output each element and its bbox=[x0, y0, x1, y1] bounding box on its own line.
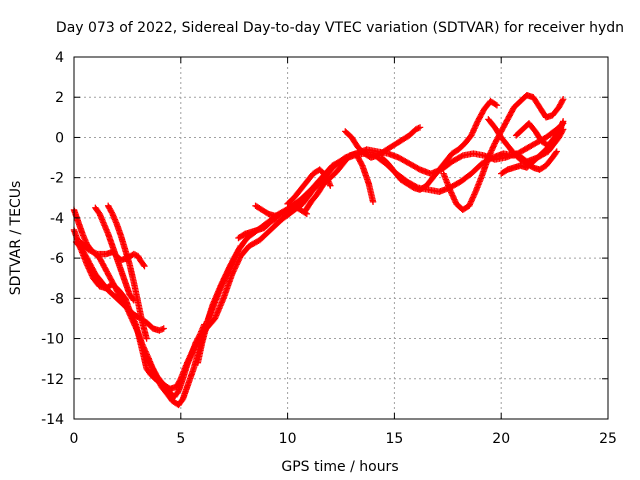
data-point bbox=[87, 247, 94, 254]
series-arc-3 bbox=[72, 238, 167, 334]
data-point bbox=[493, 102, 501, 109]
y-tick-label: -6 bbox=[50, 251, 64, 267]
data-point bbox=[130, 250, 138, 258]
data-point bbox=[231, 265, 238, 272]
axis-ticks: 0 5 10 15 20 25 -14 -12 -10 -8 -6 -4 -2 0 2 4 bbox=[41, 50, 617, 447]
y-tick-label: -8 bbox=[50, 291, 64, 307]
y-tick-label: 2 bbox=[55, 90, 64, 106]
series-arc-12 bbox=[301, 150, 377, 216]
data-point bbox=[132, 251, 139, 258]
data-point bbox=[415, 124, 422, 132]
data-point bbox=[458, 153, 465, 160]
data-point bbox=[88, 248, 95, 255]
series-arc-8 bbox=[194, 242, 244, 366]
data-point bbox=[369, 198, 377, 205]
series-arc-11 bbox=[284, 166, 334, 208]
data-point bbox=[327, 182, 334, 189]
grid bbox=[74, 57, 608, 419]
data-point bbox=[237, 242, 244, 250]
x-tick-label: 0 bbox=[70, 431, 79, 447]
data-point bbox=[559, 97, 566, 104]
data-point bbox=[91, 249, 98, 256]
series-arc-6 bbox=[104, 202, 150, 342]
y-tick-label: -4 bbox=[50, 211, 64, 227]
series-arc-4 bbox=[77, 238, 148, 270]
series-arc-14 bbox=[378, 98, 501, 193]
x-tick-label: 15 bbox=[385, 431, 403, 447]
data-point bbox=[557, 125, 564, 132]
data-point bbox=[157, 326, 165, 334]
data-point bbox=[413, 125, 421, 132]
data-point bbox=[160, 325, 167, 332]
y-axis-label: SDTVAR / TECUs bbox=[8, 181, 24, 296]
data-point bbox=[559, 96, 567, 103]
data-point bbox=[140, 261, 147, 269]
data-point bbox=[236, 255, 243, 263]
data-point bbox=[234, 259, 241, 267]
x-tick-label: 5 bbox=[176, 431, 185, 447]
data-point bbox=[159, 325, 166, 333]
y-tick-label: -14 bbox=[41, 412, 64, 428]
data-point bbox=[143, 335, 150, 342]
data-point bbox=[235, 257, 242, 264]
data-point bbox=[552, 149, 560, 156]
x-tick-label: 20 bbox=[492, 431, 510, 447]
data-point bbox=[412, 126, 419, 133]
plot-frame bbox=[73, 56, 609, 420]
y-tick-label: -10 bbox=[41, 332, 64, 348]
data-point bbox=[141, 262, 148, 270]
data-point bbox=[85, 246, 93, 254]
data-point bbox=[156, 327, 163, 334]
data-point bbox=[90, 248, 97, 256]
data-point bbox=[92, 250, 100, 257]
data-point bbox=[232, 264, 239, 271]
data-point bbox=[416, 124, 424, 131]
data-series-layer bbox=[70, 92, 567, 409]
series-arc-13 bbox=[342, 124, 424, 161]
y-tick-label: -12 bbox=[41, 372, 64, 388]
data-point bbox=[234, 258, 242, 265]
data-point bbox=[559, 118, 567, 125]
x-axis-label: GPS time / hours bbox=[281, 459, 398, 475]
series-arc-18 bbox=[512, 120, 565, 149]
data-point bbox=[492, 101, 499, 108]
x-tick-label: 10 bbox=[279, 431, 297, 447]
y-tick-label: 0 bbox=[55, 130, 64, 146]
chart-title: Day 073 of 2022, Sidereal Day-to-day VTE… bbox=[56, 20, 624, 36]
series-arc-5 bbox=[92, 204, 138, 304]
data-point bbox=[557, 124, 565, 131]
y-tick-label: -2 bbox=[50, 171, 64, 187]
x-tick-label: 25 bbox=[599, 431, 617, 447]
data-point bbox=[553, 148, 560, 155]
series-arc-16 bbox=[485, 116, 560, 173]
y-tick-label: 4 bbox=[55, 50, 64, 66]
data-point bbox=[233, 261, 240, 268]
data-point bbox=[236, 244, 244, 251]
data-point bbox=[232, 262, 240, 270]
